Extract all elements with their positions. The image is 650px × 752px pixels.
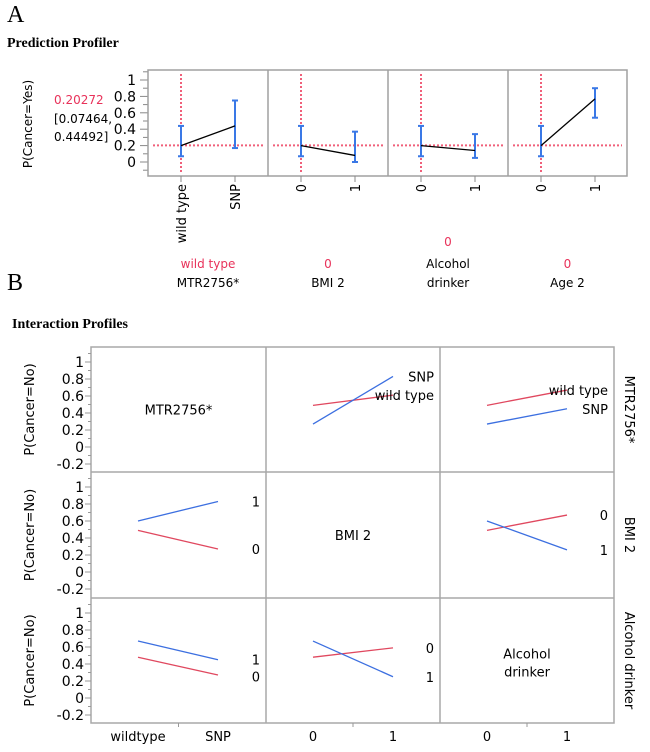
diagonal-factor-label: MTR2756* bbox=[145, 404, 213, 419]
interaction-line-red bbox=[137, 529, 219, 550]
x-tick-label: wildtype bbox=[110, 730, 165, 745]
y-tick-label: 0.8 bbox=[62, 372, 84, 388]
y-tick-label: 0 bbox=[75, 440, 84, 456]
x-tick-label: SNP bbox=[205, 730, 231, 745]
y-tick-label: 0.6 bbox=[114, 106, 136, 122]
series-label: SNP bbox=[408, 370, 434, 385]
series-label: 1 bbox=[600, 544, 608, 559]
factor-current-value: 0 bbox=[324, 257, 332, 271]
y-tick-label: 0.4 bbox=[62, 657, 84, 673]
diagonal-factor-label: Alcohol bbox=[503, 648, 550, 663]
series-label: 1 bbox=[426, 671, 434, 686]
series-label: 1 bbox=[252, 653, 260, 668]
interaction-line-red bbox=[486, 389, 568, 406]
x-tick-label: 1 bbox=[589, 184, 604, 192]
row-factor-label: MTR2756* bbox=[621, 376, 636, 444]
interaction-line-red bbox=[137, 656, 219, 676]
x-tick-label: 0 bbox=[483, 730, 491, 745]
factor-name: MTR2756* bbox=[177, 276, 240, 290]
y-tick-label: 0.6 bbox=[62, 640, 84, 656]
interaction-line-red bbox=[312, 647, 394, 658]
interaction-line-blue bbox=[312, 375, 394, 425]
y-tick-label: 0.2 bbox=[62, 674, 84, 690]
diagonal-factor-label: drinker bbox=[504, 666, 551, 681]
y-axis-label: P(Cancer=No) bbox=[23, 363, 38, 455]
factor-current-value: 0 bbox=[444, 235, 452, 249]
y-tick-label: -0.2 bbox=[57, 708, 84, 724]
profile-line-0 bbox=[180, 125, 236, 147]
y-tick-label: 1 bbox=[75, 606, 84, 622]
factor-name: BMI 2 bbox=[311, 276, 345, 290]
ci-lower-value: [0.07464, bbox=[54, 112, 112, 126]
y-tick-label: 0.2 bbox=[114, 139, 136, 155]
factor-name: Alcohol bbox=[426, 257, 470, 271]
y-tick-label: 0.4 bbox=[62, 531, 84, 547]
y-tick-label: 0.6 bbox=[62, 389, 84, 405]
factor-current-value: 0 bbox=[564, 257, 572, 271]
y-tick-label: -0.2 bbox=[57, 582, 84, 598]
y-axis-label: P(Cancer=Yes) bbox=[21, 80, 35, 168]
series-label: wild type bbox=[549, 384, 608, 399]
x-tick-label: wild type bbox=[175, 184, 190, 243]
prediction-profiler-title: Prediction Profiler bbox=[7, 36, 119, 51]
x-tick-label: SNP bbox=[229, 184, 244, 210]
y-tick-label: 0.6 bbox=[62, 514, 84, 530]
interaction-line-blue bbox=[486, 408, 568, 425]
y-tick-label: 0.2 bbox=[62, 548, 84, 564]
series-label: 1 bbox=[252, 495, 260, 510]
x-tick-label: 1 bbox=[469, 184, 484, 192]
series-label: 0 bbox=[426, 642, 434, 657]
factor-name: Age 2 bbox=[550, 276, 585, 290]
y-tick-label: -0.2 bbox=[57, 457, 84, 473]
current-prediction-value: 0.20272 bbox=[54, 93, 104, 107]
panel-b-label: B bbox=[7, 270, 24, 296]
y-tick-label: 0.8 bbox=[114, 89, 136, 105]
series-label: 0 bbox=[252, 670, 260, 685]
interaction-profiles-title: Interaction Profiles bbox=[12, 317, 128, 332]
y-tick-label: 0.4 bbox=[114, 122, 136, 138]
x-tick-label: 1 bbox=[349, 184, 364, 192]
y-axis-label: P(Cancer=No) bbox=[23, 489, 38, 581]
profile-line-1 bbox=[300, 144, 356, 157]
series-label: 0 bbox=[600, 509, 608, 524]
y-tick-label: 1 bbox=[75, 355, 84, 371]
y-tick-label: 0 bbox=[75, 565, 84, 581]
y-tick-label: 0.2 bbox=[62, 423, 84, 439]
x-tick-label: 1 bbox=[389, 730, 397, 745]
profile-line-3 bbox=[540, 98, 596, 147]
series-label: wild type bbox=[375, 389, 434, 404]
row-factor-label: BMI 2 bbox=[621, 517, 636, 553]
x-tick-label: 0 bbox=[415, 184, 430, 192]
y-tick-label: 0.4 bbox=[62, 406, 84, 422]
series-label: SNP bbox=[582, 403, 608, 418]
panel-a-label: A bbox=[7, 2, 25, 28]
y-tick-label: 0 bbox=[127, 155, 136, 171]
factor-current-value: wild type bbox=[181, 257, 236, 271]
interaction-line-red bbox=[486, 514, 568, 531]
interaction-line-blue bbox=[312, 640, 394, 678]
y-tick-label: 0 bbox=[75, 691, 84, 707]
x-tick-label: 0 bbox=[535, 184, 550, 192]
y-tick-label: 0.8 bbox=[62, 497, 84, 513]
interaction-line-blue bbox=[486, 520, 568, 551]
interaction-line-blue bbox=[137, 640, 219, 661]
x-tick-label: 1 bbox=[563, 730, 571, 745]
series-label: 0 bbox=[252, 543, 260, 558]
ci-upper-value: 0.44492] bbox=[54, 130, 108, 144]
factor-name: drinker bbox=[427, 276, 469, 290]
x-tick-label: 0 bbox=[295, 184, 310, 192]
interaction-line-blue bbox=[137, 500, 219, 522]
diagonal-factor-label: BMI 2 bbox=[335, 529, 371, 544]
row-factor-label: Alcohol drinker bbox=[621, 612, 636, 710]
y-tick-label: 1 bbox=[127, 73, 136, 89]
profile-line-2 bbox=[420, 144, 476, 152]
y-tick-label: 1 bbox=[75, 480, 84, 496]
x-tick-label: 0 bbox=[309, 730, 317, 745]
y-tick-label: 0.8 bbox=[62, 623, 84, 639]
y-axis-label: P(Cancer=No) bbox=[23, 614, 38, 706]
